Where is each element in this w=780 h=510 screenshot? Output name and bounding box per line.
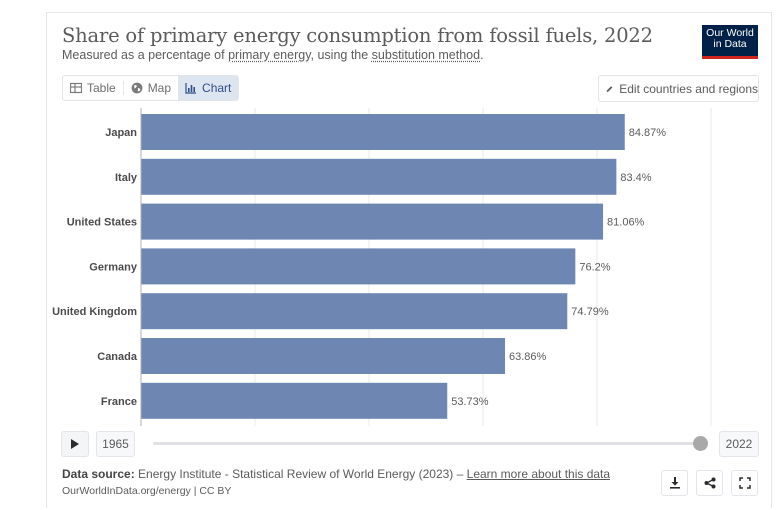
bar-chart: Japan 84.87% Italy 83.4% United States 81.06%… bbox=[52, 108, 712, 426]
globe-icon bbox=[131, 82, 143, 94]
timeline-handle[interactable] bbox=[693, 436, 708, 451]
timeline-start-year[interactable]: 1965 bbox=[96, 431, 135, 457]
subtitle-text-middle: , using the bbox=[310, 48, 372, 62]
bar-category-label: Italy bbox=[115, 172, 138, 184]
view-tabs: Table Map Chart bbox=[62, 75, 240, 101]
bar bbox=[141, 293, 568, 330]
logo-accent-bar bbox=[702, 56, 758, 59]
data-source-label: Data source: bbox=[62, 467, 135, 481]
edit-countries-label: Edit countries and regions bbox=[619, 81, 758, 96]
fullscreen-icon bbox=[738, 477, 751, 489]
tab-table[interactable]: Table bbox=[63, 76, 123, 100]
download-icon bbox=[669, 477, 680, 489]
play-button[interactable] bbox=[61, 431, 89, 457]
bar-value-label: 74.79% bbox=[571, 306, 609, 318]
primary-energy-link[interactable]: primary energy bbox=[228, 48, 311, 62]
edit-countries-button[interactable]: Edit countries and regions bbox=[598, 75, 759, 102]
fullscreen-button[interactable] bbox=[731, 470, 758, 496]
logo-line-1: Our World bbox=[706, 27, 754, 39]
tab-table-label: Table bbox=[87, 81, 116, 95]
download-button[interactable] bbox=[661, 470, 688, 496]
bar-value-label: 76.2% bbox=[579, 261, 610, 273]
owid-logo[interactable]: Our World in Data bbox=[702, 25, 758, 59]
bar-category-label: Germany bbox=[89, 261, 138, 273]
subtitle-text: Measured as a percentage of bbox=[62, 48, 229, 62]
license-text: OurWorldInData.org/energy | CC BY bbox=[62, 485, 232, 497]
bar bbox=[141, 114, 625, 150]
bar-value-label: 84.87% bbox=[629, 127, 667, 139]
timeline-track[interactable] bbox=[153, 442, 701, 445]
tab-divider bbox=[122, 81, 124, 95]
bar bbox=[141, 158, 617, 195]
bar-value-label: 53.73% bbox=[451, 396, 489, 408]
data-source: Data source: Energy Institute - Statisti… bbox=[62, 467, 610, 481]
chart-title: Share of primary energy consumption from… bbox=[62, 24, 653, 47]
subtitle-text-suffix: . bbox=[480, 48, 484, 62]
bar-category-label: France bbox=[101, 396, 137, 408]
substitution-method-link[interactable]: substitution method bbox=[371, 48, 481, 62]
tab-chart[interactable]: Chart bbox=[178, 76, 239, 100]
bar bbox=[141, 248, 576, 285]
bar-value-label: 63.86% bbox=[509, 351, 547, 363]
share-icon bbox=[704, 477, 715, 489]
bar-category-label: Canada bbox=[97, 351, 138, 363]
bar bbox=[141, 203, 604, 240]
data-source-text: Energy Institute - Statistical Review of… bbox=[138, 467, 467, 481]
table-icon bbox=[70, 82, 82, 94]
bar-category-label: United States bbox=[67, 217, 137, 229]
bar bbox=[141, 338, 506, 374]
bar bbox=[141, 382, 448, 419]
tab-chart-label: Chart bbox=[202, 81, 232, 95]
chart-icon bbox=[185, 83, 197, 94]
tab-map-label: Map bbox=[147, 81, 172, 95]
chart-subtitle: Measured as a percentage of primary ener… bbox=[62, 48, 484, 62]
logo-line-2: in Data bbox=[713, 38, 747, 50]
bar-category-label: Japan bbox=[105, 127, 137, 139]
timeline-end-year[interactable]: 2022 bbox=[719, 431, 759, 457]
tab-map[interactable]: Map bbox=[124, 76, 178, 100]
learn-more-link[interactable]: Learn more about this data bbox=[466, 467, 611, 481]
pencil-icon bbox=[606, 85, 613, 92]
share-button[interactable] bbox=[696, 470, 723, 496]
bar-value-label: 81.06% bbox=[607, 217, 645, 229]
play-icon bbox=[71, 439, 79, 449]
bar-value-label: 83.4% bbox=[620, 172, 651, 184]
bar-category-label: United Kingdom bbox=[52, 306, 137, 318]
